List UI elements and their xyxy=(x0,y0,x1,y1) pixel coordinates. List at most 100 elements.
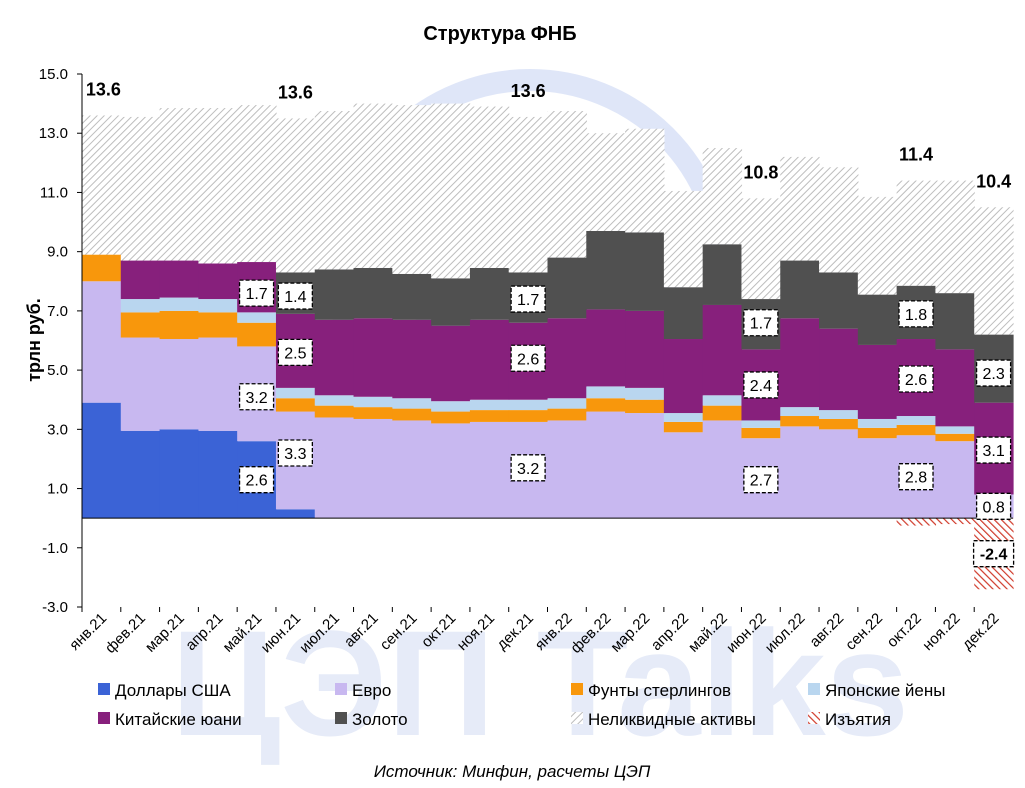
bar-cny-сен.22 xyxy=(857,344,898,419)
value-label: 2.4 xyxy=(750,378,772,395)
bar-jpy-мар.21 xyxy=(159,297,199,311)
bar-illiquid-янв.21 xyxy=(82,115,122,255)
total-label: 13.6 xyxy=(511,81,546,101)
bar-cny-авг.21 xyxy=(353,318,393,397)
y-tick-label: 7.0 xyxy=(47,303,68,320)
legend-swatch-gbp xyxy=(571,683,583,695)
bar-illiquid-дек.21 xyxy=(508,116,549,273)
y-tick-label: 15.0 xyxy=(39,66,68,83)
bar-illiquid-апр.22 xyxy=(663,190,704,288)
bar-cny-фев.21 xyxy=(120,260,161,300)
bar-illiquid-апр.21 xyxy=(198,108,238,264)
bar-gbp-окт.22 xyxy=(896,424,937,436)
value-label: 2.7 xyxy=(750,473,772,490)
value-label: 2.5 xyxy=(284,345,306,362)
value-label: -2.4 xyxy=(980,547,1008,564)
bar-illiquid-июл.21 xyxy=(314,111,355,270)
value-label-box xyxy=(510,454,546,482)
bar-gold-июл.22 xyxy=(780,260,820,319)
legend: Доллары США Евро Фунты стерлингов Японские … xyxy=(98,681,946,729)
legend-swatch-jpy xyxy=(808,683,820,695)
value-label-box xyxy=(743,371,779,399)
legend-swatch-cny xyxy=(98,712,110,724)
value-label: 3.1 xyxy=(982,443,1004,460)
bar-illiquid-мар.21 xyxy=(159,108,199,261)
y-axis-label: трлн руб. xyxy=(24,298,44,382)
bar-eur-апр.22 xyxy=(663,432,704,519)
bar-illiquid-сен.22 xyxy=(857,196,898,295)
x-tick-label: фев.21 xyxy=(102,610,149,657)
bar-gbp-авг.21 xyxy=(353,407,393,419)
bar-illiquid-авг.22 xyxy=(819,167,859,273)
x-tick-label: ноя.22 xyxy=(919,610,963,654)
legend-label-eur: Евро xyxy=(352,681,391,700)
y-tick-label: 9.0 xyxy=(47,244,68,261)
bar-eur-сен.21 xyxy=(392,420,432,519)
bar-gold-май.22 xyxy=(702,244,743,305)
bar-gold-фев.22 xyxy=(586,230,626,310)
bar-illiquid-дек.22 xyxy=(974,207,1014,335)
bar-usd-июн.21 xyxy=(275,509,316,519)
bar-illiquid-июн.22 xyxy=(741,198,781,300)
bars xyxy=(82,103,1014,590)
bar-eur-май.22 xyxy=(702,420,743,519)
total-label: 10.8 xyxy=(743,162,778,182)
bar-jpy-май.22 xyxy=(702,395,743,406)
bar-gold-апр.22 xyxy=(663,287,704,340)
bar-cny-авг.22 xyxy=(819,328,859,411)
value-label-box xyxy=(238,466,275,494)
y-tick-label: 11.0 xyxy=(40,184,68,201)
value-label: 3.2 xyxy=(245,390,267,407)
watermark-text: ЦЭП Talks xyxy=(171,599,909,767)
value-label: 2.6 xyxy=(905,372,927,389)
y-tick-label: -1.0 xyxy=(42,540,68,557)
value-label: 0.8 xyxy=(982,499,1004,516)
bar-illiquid-окт.21 xyxy=(431,103,471,279)
bar-jpy-дек.21 xyxy=(508,399,549,411)
bar-eur-мар.22 xyxy=(625,413,665,519)
bar-eur-ноя.22 xyxy=(935,441,975,519)
total-label: 11.4 xyxy=(899,145,933,165)
bar-gold-авг.21 xyxy=(353,267,393,319)
value-label-box xyxy=(898,365,934,393)
bar-gold-окт.21 xyxy=(431,278,471,326)
value-label: 1.7 xyxy=(517,292,539,309)
bar-illiquid-окт.22 xyxy=(896,180,937,286)
value-label-box xyxy=(743,309,779,337)
bar-gbp-июн.21 xyxy=(275,398,316,412)
legend-label-cny: Китайские юани xyxy=(115,710,242,729)
bar-illiquid-июл.22 xyxy=(780,156,820,261)
source-note: Источник: Минфин, расчеты ЦЭП xyxy=(374,762,651,781)
bar-eur-янв.21 xyxy=(82,281,122,403)
legend-label-gold: Золото xyxy=(352,710,408,729)
value-label-box xyxy=(975,436,1012,464)
value-label-box xyxy=(238,383,275,411)
legend-label-withdrawal: Изъятия xyxy=(825,710,891,729)
value-label: 2.6 xyxy=(245,473,267,490)
bar-cny-июл.22 xyxy=(780,318,820,408)
value-label-box xyxy=(975,359,1012,387)
total-label: 10.4 xyxy=(976,171,1011,191)
bar-cny-апр.21 xyxy=(198,263,238,300)
bar-gold-ноя.22 xyxy=(935,293,975,350)
bar-gold-ноя.21 xyxy=(469,267,510,320)
bar-eur-июл.21 xyxy=(314,417,355,519)
bar-eur-авг.21 xyxy=(353,418,393,519)
value-label: 3.3 xyxy=(284,446,306,463)
bar-gold-сен.22 xyxy=(857,294,898,345)
bar-jpy-июл.21 xyxy=(314,395,355,406)
y-tick-label: 3.0 xyxy=(47,421,68,438)
bar-jpy-май.21 xyxy=(237,312,277,323)
bar-illiquid-авг.21 xyxy=(353,103,393,268)
legend-swatch-withdrawal xyxy=(808,712,820,724)
bar-cny-сен.21 xyxy=(392,319,432,399)
bar-jpy-авг.21 xyxy=(353,396,393,408)
y-tick-label: -3.0 xyxy=(42,599,68,616)
bar-illiquid-май.22 xyxy=(702,148,743,245)
legend-label-gbp: Фунты стерлингов xyxy=(588,681,731,700)
bar-jpy-окт.22 xyxy=(896,416,937,425)
bar-cny-июл.21 xyxy=(314,319,355,396)
bar-jpy-сен.22 xyxy=(857,418,898,428)
bar-gbp-апр.21 xyxy=(198,312,238,338)
bar-gold-мар.22 xyxy=(625,232,665,311)
